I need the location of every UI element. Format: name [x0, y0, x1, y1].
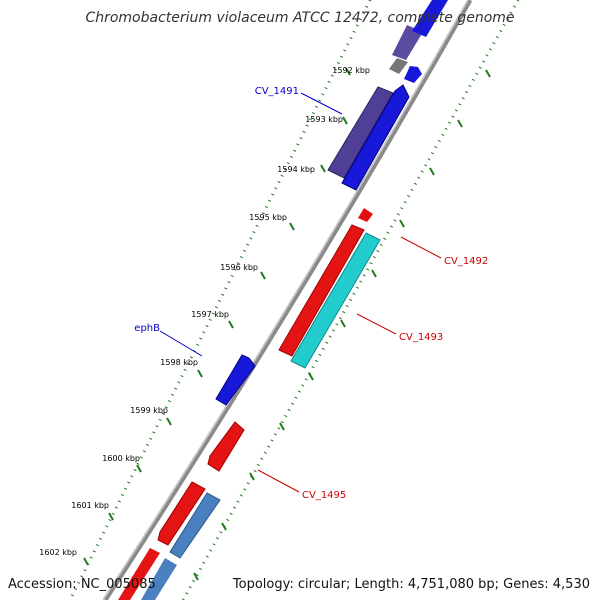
tick-label-1593: 1593 kbp	[305, 115, 343, 124]
tick-labels: 1592 kbp 1593 kbp 1594 kbp 1595 kbp 1596…	[39, 66, 370, 557]
inner-ticks	[193, 69, 491, 581]
gene-label-cv-1495[interactable]: CV_1495	[302, 490, 346, 501]
tick-label-1599: 1599 kbp	[130, 406, 168, 415]
genome-backbone-highlight	[102, 0, 469, 600]
gene-feature[interactable]	[341, 84, 410, 191]
gene-cv-1493-arrow[interactable]	[290, 232, 381, 369]
accession-text: Accession: NC_005085	[8, 577, 156, 592]
gene-block-bottom	[118, 481, 221, 600]
gene-ephb-arrow[interactable]	[215, 354, 256, 406]
gene-labels: CV_1491 CV_1492 CV_1493 ephB CV_1495	[134, 86, 488, 501]
forward-strand-genes	[215, 25, 423, 406]
inner-scale-dotted-line	[181, 0, 520, 600]
tick-label-1600: 1600 kbp	[102, 454, 140, 463]
tick-label-1594: 1594 kbp	[277, 165, 315, 174]
outer-scale-dotted-line	[68, 0, 372, 600]
gene-feature[interactable]	[389, 58, 408, 74]
gene-feature[interactable]	[358, 208, 373, 222]
gene-feature[interactable]	[157, 481, 206, 546]
tick-label-1598: 1598 kbp	[160, 358, 198, 367]
tick-label-1597: 1597 kbp	[191, 310, 229, 319]
gene-label-ephb[interactable]: ephB	[134, 323, 160, 334]
reverse-strand-genes	[341, 0, 448, 191]
gene-feature[interactable]	[169, 492, 221, 559]
gene-feature[interactable]	[141, 558, 177, 600]
gene-cv-1491-arrow[interactable]	[327, 86, 394, 179]
map-title: Chromobacterium violaceum ATCC 12472, co…	[85, 10, 515, 26]
outer-ticks	[83, 67, 351, 566]
label-leader-lines	[159, 92, 442, 493]
tick-label-1595: 1595 kbp	[249, 213, 287, 222]
genome-backbone	[102, 0, 473, 600]
gene-cv-1495-arrow[interactable]	[207, 421, 245, 472]
tick-label-1596: 1596 kbp	[220, 263, 258, 272]
gene-feature[interactable]	[392, 25, 423, 60]
gene-block-middle	[207, 208, 381, 472]
tick-label-1602: 1602 kbp	[39, 548, 77, 557]
gene-label-cv-1492[interactable]: CV_1492	[444, 256, 488, 267]
topology-text: Topology: circular; Length: 4,751,080 bp…	[232, 577, 590, 592]
gene-feature[interactable]	[118, 548, 160, 600]
gene-feature[interactable]	[412, 0, 448, 37]
tick-label-1592: 1592 kbp	[332, 66, 370, 75]
gene-label-cv-1493[interactable]: CV_1493	[399, 332, 443, 343]
gene-label-cv-1491[interactable]: CV_1491	[255, 86, 299, 97]
gene-cv-1492-arrow[interactable]	[278, 224, 365, 357]
tick-label-1601: 1601 kbp	[71, 501, 109, 510]
gene-feature[interactable]	[404, 66, 422, 83]
